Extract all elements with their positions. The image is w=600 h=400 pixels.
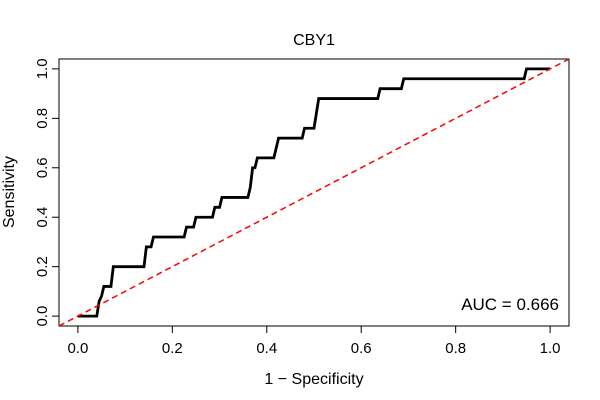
y-tick-label: 0.6: [34, 157, 51, 178]
x-axis-label: 1 − Specificity: [264, 371, 363, 388]
y-tick-label: 0.0: [34, 306, 51, 327]
x-tick-label: 0.2: [162, 340, 183, 357]
x-tick-label: 0.6: [351, 340, 372, 357]
y-tick-label: 0.8: [34, 108, 51, 129]
y-tick-label: 0.2: [34, 256, 51, 277]
roc-curve: [77, 67, 551, 318]
x-tick-label: 0.0: [67, 340, 88, 357]
auc-annotation: AUC = 0.666: [461, 295, 559, 314]
x-tick-label: 1.0: [540, 340, 561, 357]
chance-diagonal-line: [59, 59, 569, 326]
y-tick-label: 0.4: [34, 207, 51, 228]
series-layer: [59, 59, 569, 326]
y-axis-label: Sensitivity: [1, 156, 18, 228]
plot-frame: [58, 58, 570, 327]
x-tick-label: 0.8: [445, 340, 466, 357]
x-tick-label: 0.4: [256, 340, 277, 357]
y-axis: 0.0 0.2 0.4 0.6 0.8 1.0: [34, 58, 60, 327]
chart-title: CBY1: [293, 32, 335, 49]
y-tick-label: 1.0: [34, 58, 51, 79]
x-axis: 0.0 0.2 0.4 0.6 0.8 1.0: [67, 325, 561, 357]
